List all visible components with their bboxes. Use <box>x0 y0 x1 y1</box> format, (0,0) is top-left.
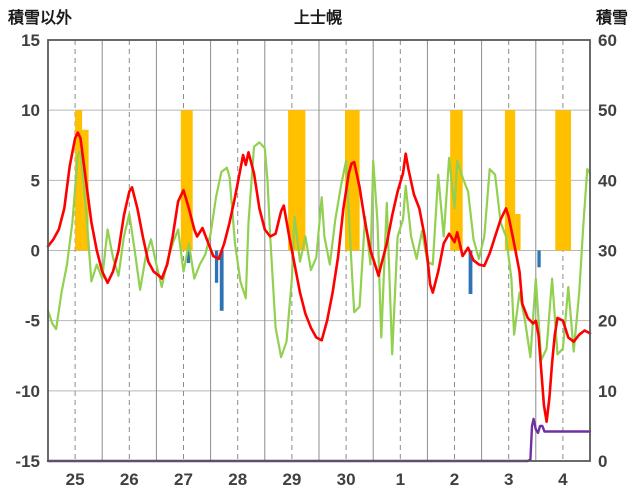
bars-orange <box>82 129 89 251</box>
x-tick-label: 28 <box>228 470 247 489</box>
bars-orange <box>555 110 571 251</box>
bars-blue <box>186 250 191 264</box>
x-tick-label: 27 <box>174 470 193 489</box>
series-purple-line <box>46 417 592 463</box>
left-axis-title: 積雪以外 <box>8 10 73 27</box>
y-left-tick-label: -5 <box>25 312 40 331</box>
y-left-tick-label: 15 <box>21 31 40 50</box>
right-axis-title: 積雪 <box>595 10 628 27</box>
bars-orange <box>75 110 83 251</box>
x-tick-label: 2 <box>450 470 459 489</box>
y-right-tick-label: 60 <box>598 31 617 50</box>
x-tick-label: 3 <box>504 470 513 489</box>
series-red-line <box>46 131 592 424</box>
y-left-tick-label: 5 <box>31 171 40 190</box>
y-right-tick-label: 40 <box>598 171 617 190</box>
x-tick-label: 25 <box>66 470 85 489</box>
bars-orange <box>180 110 193 251</box>
bars-blue <box>214 250 219 283</box>
bars-blue <box>468 250 473 294</box>
y-left-tick-label: 10 <box>21 101 40 120</box>
y-right-tick-label: 0 <box>598 452 607 471</box>
y-right-tick-label: 30 <box>598 242 617 261</box>
x-tick-label: 30 <box>337 470 356 489</box>
bars-orange <box>504 110 516 251</box>
x-tick-label: 26 <box>120 470 139 489</box>
y-left-tick-label: -15 <box>15 452 40 471</box>
chart-title: 上士幌 <box>293 10 342 27</box>
y-left-tick-label: -10 <box>15 382 40 401</box>
y-left-tick-label: 0 <box>31 242 40 261</box>
y-right-tick-label: 10 <box>598 382 617 401</box>
bars-orange <box>515 214 521 251</box>
bars-orange <box>288 110 306 251</box>
bars-blue <box>219 250 224 311</box>
y-right-tick-label: 20 <box>598 312 617 331</box>
x-tick-label: 4 <box>558 470 568 489</box>
y-right-tick-label: 50 <box>598 101 617 120</box>
plot-border <box>47 39 591 462</box>
x-tick-label: 29 <box>282 470 301 489</box>
x-tick-label: 1 <box>396 470 405 489</box>
bars-blue <box>537 250 541 268</box>
